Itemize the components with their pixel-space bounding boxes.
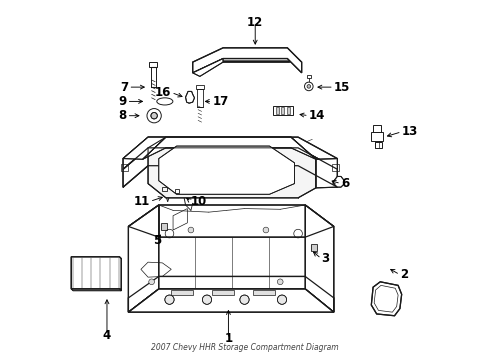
Polygon shape	[192, 59, 223, 76]
Polygon shape	[123, 137, 337, 169]
Polygon shape	[192, 48, 301, 73]
Polygon shape	[159, 146, 294, 194]
Bar	[162, 187, 166, 192]
Polygon shape	[142, 137, 315, 159]
Bar	[372, 125, 380, 132]
Bar	[171, 290, 192, 295]
Bar	[253, 290, 274, 295]
Circle shape	[202, 295, 211, 304]
Bar	[160, 223, 166, 230]
Polygon shape	[128, 205, 159, 312]
Polygon shape	[123, 148, 337, 187]
Bar	[272, 106, 292, 115]
Polygon shape	[315, 158, 337, 188]
Polygon shape	[128, 289, 333, 312]
Circle shape	[277, 279, 283, 285]
Polygon shape	[71, 289, 121, 291]
Polygon shape	[128, 205, 333, 237]
Circle shape	[240, 295, 248, 304]
Text: 10: 10	[190, 195, 207, 208]
Circle shape	[306, 85, 310, 88]
Circle shape	[151, 112, 157, 119]
Text: 12: 12	[246, 16, 263, 29]
Text: 1: 1	[224, 333, 232, 346]
Text: 3: 3	[321, 252, 329, 265]
Circle shape	[263, 227, 268, 233]
Bar	[281, 108, 284, 114]
Bar	[196, 85, 203, 89]
Text: 13: 13	[401, 125, 417, 138]
Bar	[286, 108, 289, 114]
Text: 5: 5	[153, 234, 161, 247]
Text: 15: 15	[333, 81, 349, 94]
Text: 4: 4	[102, 329, 111, 342]
Text: 8: 8	[118, 109, 126, 122]
Text: 17: 17	[212, 95, 228, 108]
Text: 6: 6	[340, 177, 348, 190]
Polygon shape	[71, 257, 121, 291]
Bar	[310, 244, 316, 251]
Circle shape	[147, 109, 161, 123]
Bar	[370, 132, 382, 141]
Bar	[212, 290, 233, 295]
Bar	[275, 108, 278, 114]
Bar	[149, 62, 157, 67]
Polygon shape	[148, 137, 315, 198]
Text: 7: 7	[120, 81, 128, 94]
Text: 2007 Chevy HHR Storage Compartment Diagram: 2007 Chevy HHR Storage Compartment Diagr…	[150, 343, 338, 352]
Text: 2: 2	[399, 268, 407, 281]
Text: 16: 16	[155, 86, 171, 99]
Bar	[121, 164, 128, 171]
Bar	[306, 75, 310, 78]
Bar	[374, 143, 381, 148]
Polygon shape	[123, 137, 165, 159]
Polygon shape	[370, 282, 401, 316]
Ellipse shape	[157, 98, 173, 105]
Bar	[175, 189, 179, 193]
Polygon shape	[185, 91, 194, 103]
Circle shape	[148, 279, 154, 285]
Polygon shape	[305, 205, 333, 312]
Circle shape	[304, 82, 312, 91]
Text: 14: 14	[308, 109, 325, 122]
Text: 11: 11	[133, 195, 149, 208]
Circle shape	[164, 295, 174, 304]
Circle shape	[277, 295, 286, 304]
Circle shape	[188, 227, 193, 233]
Polygon shape	[128, 276, 333, 312]
Text: 9: 9	[118, 95, 126, 108]
Bar	[331, 164, 339, 171]
Polygon shape	[332, 176, 343, 187]
